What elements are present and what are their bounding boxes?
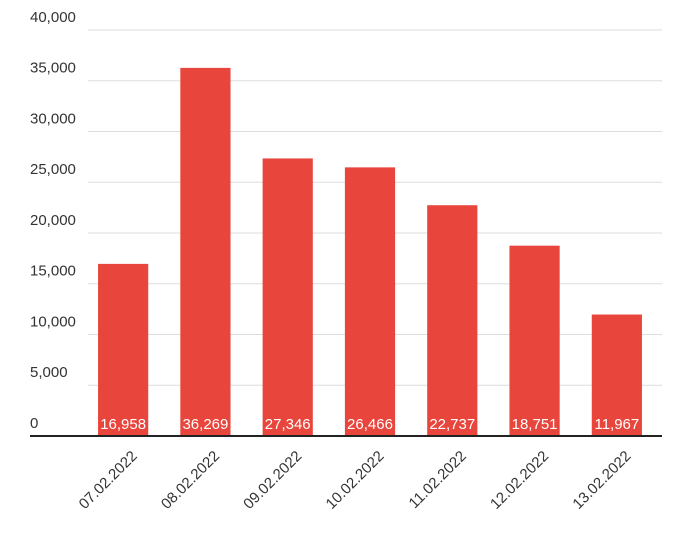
bar: [98, 263, 149, 436]
value-label: 18,751: [512, 416, 558, 433]
x-tick-label: 09.02.2022: [240, 448, 305, 513]
value-label: 26,466: [347, 416, 393, 433]
value-label: 16,958: [100, 416, 146, 433]
x-tick-label: 08.02.2022: [158, 448, 223, 513]
x-tick-label: 10.02.2022: [323, 448, 388, 513]
y-tick-label: 40,000: [30, 9, 76, 26]
value-label: 27,346: [265, 416, 311, 433]
y-tick-label: 15,000: [30, 263, 76, 280]
x-tick-label: 12.02.2022: [487, 448, 552, 513]
value-label: 22,737: [429, 416, 475, 433]
y-tick-label: 5,000: [30, 364, 68, 381]
y-tick-label: 30,000: [30, 110, 76, 127]
value-label: 11,967: [594, 416, 639, 433]
y-tick-label: 25,000: [30, 161, 76, 178]
bar: [344, 167, 396, 436]
bar: [427, 205, 478, 436]
bar: [180, 67, 231, 436]
y-tick-label: 35,000: [30, 60, 76, 77]
bar: [509, 245, 560, 436]
value-label: 36,269: [182, 416, 228, 433]
x-tick-label: 13.02.2022: [569, 448, 634, 513]
bar: [262, 158, 313, 436]
x-tick-label: 11.02.2022: [406, 448, 470, 512]
y-tick-label: 20,000: [30, 212, 76, 229]
x-tick-label: 07.02.2022: [76, 448, 141, 513]
y-tick-label: 10,000: [30, 313, 76, 330]
y-tick-label: 0: [30, 415, 38, 432]
bar: [591, 314, 642, 436]
